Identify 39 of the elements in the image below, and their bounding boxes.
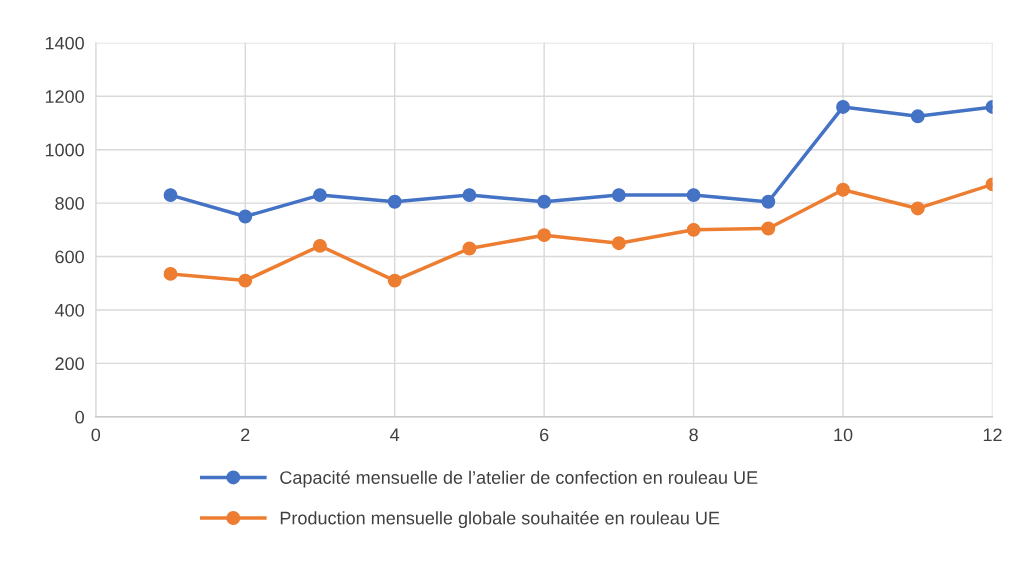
point — [238, 273, 253, 288]
point — [910, 109, 925, 124]
point — [238, 209, 253, 224]
point — [163, 188, 178, 203]
legend-label: Production mensuelle globale souhaitée en rouleau UE — [280, 511, 720, 529]
point — [313, 188, 327, 203]
y-tick-label: 800 — [55, 197, 84, 210]
y-tick-label: 1000 — [45, 143, 84, 157]
y-tick-label: 400 — [54, 303, 84, 317]
y-tick-label: 0 — [75, 410, 84, 424]
x-tick-label: 10 — [834, 428, 853, 442]
y-tick-label: 1200 — [45, 90, 84, 103]
x-tick-label: 0 — [91, 428, 101, 442]
point — [313, 238, 327, 253]
point — [910, 201, 925, 216]
point — [537, 228, 552, 243]
point — [611, 236, 626, 251]
point — [163, 266, 178, 281]
point — [836, 182, 850, 197]
x-tick-label: 12 — [983, 428, 1002, 442]
point — [761, 194, 776, 209]
point — [761, 221, 776, 236]
point — [686, 222, 701, 237]
x-tick-label: 6 — [540, 428, 549, 442]
point — [686, 188, 701, 203]
point — [387, 194, 402, 209]
point — [462, 241, 477, 256]
point — [387, 273, 402, 288]
point — [462, 188, 477, 203]
point — [611, 188, 626, 203]
y-tick-label: 600 — [55, 250, 84, 264]
point — [836, 99, 850, 114]
x-tick-label: 4 — [390, 428, 400, 442]
y-tick-label: 200 — [55, 357, 84, 371]
point — [537, 194, 552, 209]
x-tick-label: 2 — [241, 428, 250, 442]
y-tick-label: 1400 — [45, 36, 84, 50]
x-tick-label: 8 — [689, 428, 698, 442]
legend-label: Capacité mensuelle de l’atelier de confection en rouleau UE — [280, 470, 758, 488]
